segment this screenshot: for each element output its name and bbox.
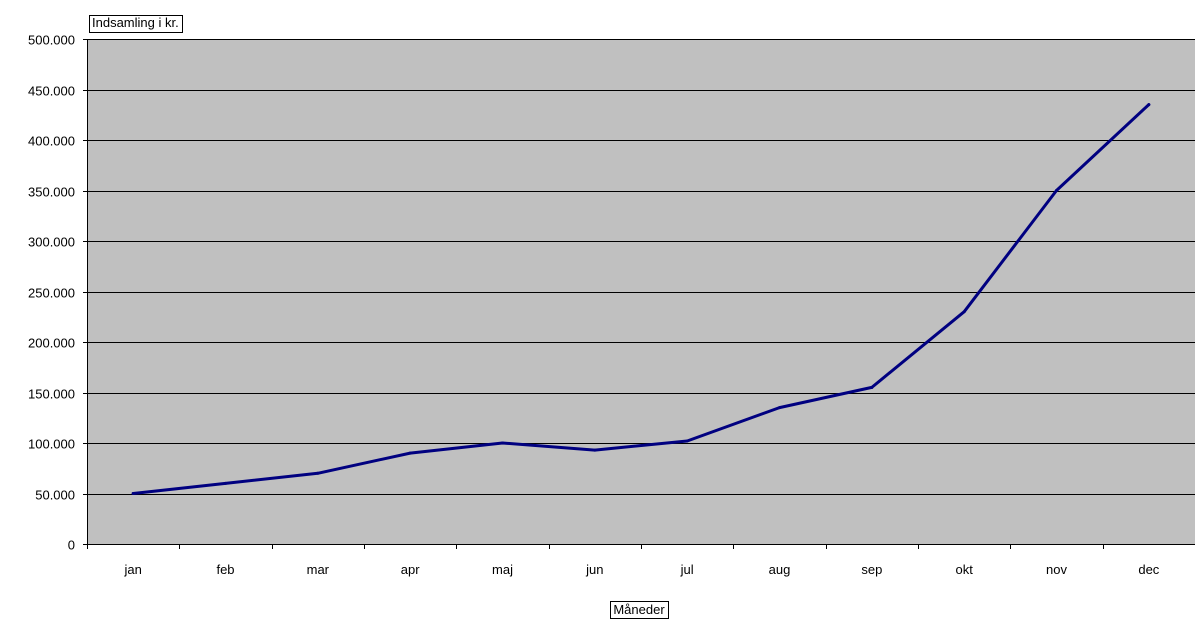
- x-tick-label-dec: dec: [1138, 562, 1159, 577]
- x-tick-label-mar: mar: [307, 562, 330, 577]
- plot-area: [87, 39, 1195, 544]
- y-tick-label: 50.000: [35, 488, 75, 503]
- x-tick-label-aug: aug: [769, 562, 791, 577]
- y-axis-title: Indsamling i kr.: [92, 15, 179, 30]
- x-tick-label-jun: jun: [585, 562, 603, 577]
- grid-lines: [87, 39, 1195, 495]
- y-axis-title-box: [89, 15, 183, 33]
- data-point-feb: [224, 481, 227, 485]
- x-tick-label-maj: maj: [492, 562, 513, 577]
- x-tick-label-okt: okt: [955, 562, 973, 577]
- data-point-jun: [593, 448, 597, 452]
- data-point-jan: [131, 492, 135, 495]
- x-tick-label-jan: jan: [123, 562, 141, 577]
- x-axis-title-box: [610, 601, 669, 619]
- x-axis-title: Måneder: [613, 602, 665, 617]
- y-tick-labels: 0 50.000 100.000 150.000 200.000 250.000 300.0…: [28, 33, 75, 553]
- axes: [83, 39, 1195, 549]
- y-tick-label: 100.000: [28, 437, 75, 452]
- x-tick-label-nov: nov: [1046, 562, 1067, 577]
- y-tick-label: 0: [68, 538, 75, 553]
- y-tick-label: 150.000: [28, 387, 75, 402]
- data-point-sep: [870, 385, 874, 389]
- x-tick-label-apr: apr: [401, 562, 420, 577]
- y-tick-label: 200.000: [28, 336, 75, 351]
- y-tick-label: 500.000: [28, 33, 75, 48]
- y-tick-label: 250.000: [28, 286, 75, 301]
- data-point-nov: [1055, 189, 1058, 192]
- y-tick-label: 450.000: [28, 84, 75, 99]
- data-point-aug: [778, 406, 781, 410]
- data-point-jul: [685, 439, 689, 443]
- y-tick-label: 400.000: [28, 134, 75, 149]
- data-point-okt: [962, 310, 966, 314]
- x-tick-label-jul: jul: [680, 562, 694, 577]
- series-lines: [131, 103, 1151, 495]
- data-point-maj: [501, 441, 504, 445]
- data-point-mar: [316, 471, 320, 475]
- x-tick-label-feb: feb: [216, 562, 234, 577]
- x-tick-label-sep: sep: [861, 562, 882, 577]
- data-point-apr: [408, 451, 412, 455]
- series-line: [131, 103, 1151, 495]
- x-tick-labels: jan feb mar apr maj jun jul aug sep okt nov dec: [123, 562, 1159, 577]
- y-tick-label: 350.000: [28, 185, 75, 200]
- data-point-dec: [1147, 103, 1151, 107]
- y-tick-label: 300.000: [28, 235, 75, 250]
